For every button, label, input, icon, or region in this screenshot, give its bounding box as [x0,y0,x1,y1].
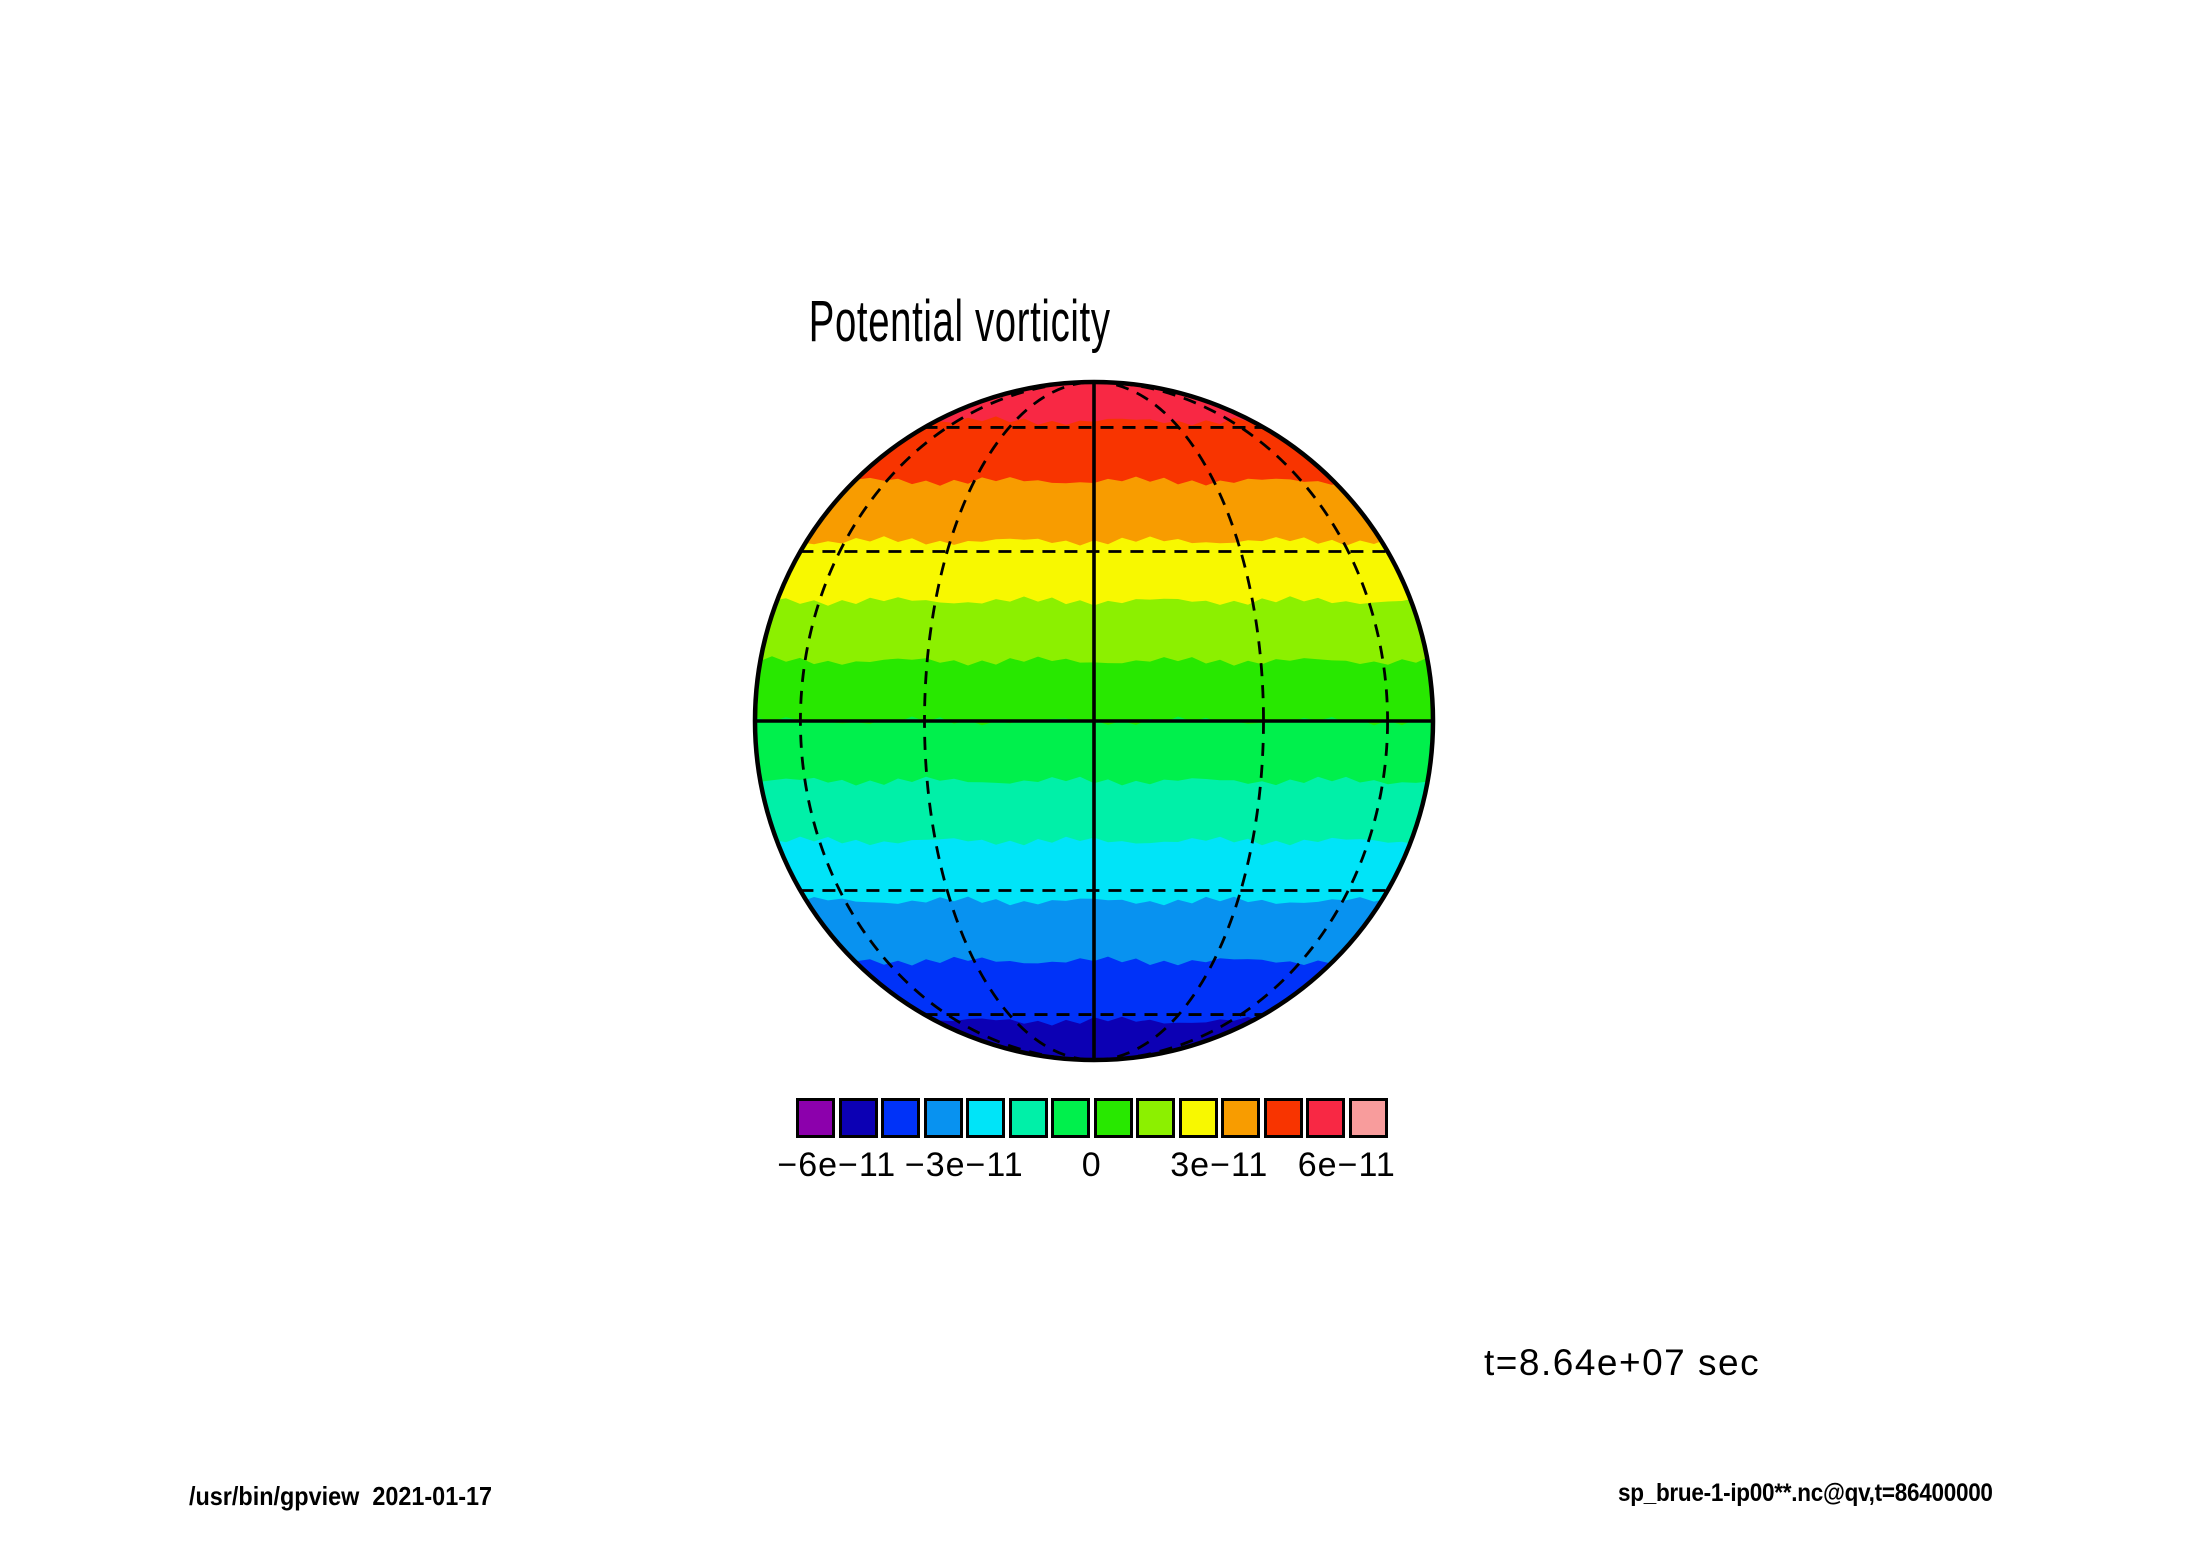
colorbar-cell [1221,1098,1260,1138]
colorbar-cell [1178,1098,1218,1138]
colorbar-cell [838,1098,878,1138]
meridian-line [923,380,1265,1062]
colorbar-tick-label: −6e−11 [777,1146,897,1184]
colorbar-cell [796,1098,835,1138]
colorbar-cell [1051,1098,1090,1138]
globe-graticule [755,380,1433,1062]
colorbar-cell [1348,1098,1388,1138]
colorbar-tick-label: 0 [1081,1146,1102,1184]
meridian-line [799,380,1389,1062]
colorbar-tick-label: −3e−11 [904,1146,1024,1184]
footer-program-date: /usr/bin/gpview 2021-01-17 [189,1481,493,1511]
colorbar-tick-label: 6e−11 [1297,1146,1396,1184]
colorbar-cell [881,1098,920,1138]
colorbar-cell [1008,1098,1048,1138]
colorbar-cell [1263,1098,1303,1138]
time-annotation: t=8.64e+07 sec [1484,1342,1761,1383]
colorbar-cell [966,1098,1005,1138]
colorbar-cell [1093,1098,1133,1138]
globe-limb [752,379,1436,1063]
colorbar-cell [923,1098,963,1138]
footer-datafile: sp_brue-1-ip00**.nc@qv,t=86400000 [1618,1479,1993,1507]
chart-title: Potential vorticity [809,289,1111,354]
colorbar-cell [1136,1098,1175,1138]
colorbar-cell [1306,1098,1345,1138]
colorbar [796,1098,1388,1138]
colorbar-tick-label: 3e−11 [1170,1146,1269,1184]
globe-map [752,379,1436,1063]
